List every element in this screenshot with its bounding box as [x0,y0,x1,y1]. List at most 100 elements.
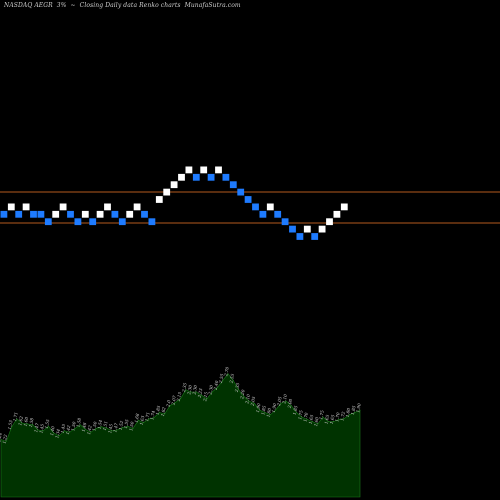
volume-data-label: 1.60 [313,416,320,426]
volume-data-label: 1.55 [44,419,51,429]
source-label: MunafaSutra.com [184,2,241,9]
volume-point [148,418,150,420]
volume-point [121,427,123,429]
volume-data-label: 1.60 [23,416,30,426]
volume-point [79,424,81,426]
volume-data-label: 1.45 [107,423,114,433]
renko-brick-down [37,210,45,218]
volume-point [137,419,139,421]
volume-data-label: 2.10 [244,393,251,404]
volume-data-label: 1.52 [118,420,125,430]
volume-data-label: 2.30 [207,384,214,395]
volume-point [143,422,144,424]
volume-point [275,409,276,411]
change-percent: 3% [56,2,67,9]
volume-point [227,373,229,375]
volume-point [211,391,213,393]
volume-point [0,439,2,440]
chart-header: NASDAQ AEGR 3% ~ Closing Daily data Renko c… [4,2,245,9]
volume-data-label: 1.63 [139,415,146,425]
renko-brick-up [340,203,348,211]
volume-data-label: 2.55 [218,373,225,384]
volume-point [169,405,171,407]
renko-brick-down [30,210,37,218]
volume-point [190,391,192,393]
volume-point [327,421,329,423]
volume-data-label: 2.05 [249,396,256,407]
volume-data-label: 1.75 [297,409,304,419]
renko-brick-up [59,203,67,211]
volume-data-label: 1.45 [60,423,67,433]
volume-point [264,412,266,413]
volume-data-label: 2.30 [186,384,193,395]
volume-data-label: 1.45 [38,423,45,433]
volume-data-label: 1.65 [329,414,336,424]
volume-point [37,429,39,431]
volume-point [238,389,240,391]
volume-point [90,431,92,433]
volume-data-label: 1.72 [339,411,346,421]
volume-data-label: 2.55 [228,373,235,384]
renko-brick-up [7,203,15,211]
renko-brick-up [96,210,104,218]
volume-area [0,373,361,498]
volume-point [127,425,129,427]
volume-data-label: 1.50 [128,421,135,431]
volume-point [111,430,113,432]
volume-data-label: 2.40 [213,380,220,391]
volume-data-label: 1.26 [0,432,3,442]
renko-brick-down [237,188,245,196]
volume-data-label: 1.58 [75,417,82,427]
volume-data-label: 1.47 [33,422,40,432]
renko-brick-down [44,218,52,226]
renko-brick-up [22,203,30,211]
volume-point [222,380,224,382]
volume-point [306,418,308,420]
volume-point [248,400,250,402]
renko-brick-down [67,210,74,218]
volume-point [74,428,76,429]
renko-brick-up [215,166,222,174]
volume-point [359,409,361,411]
volume-data-label: 2.30 [191,384,198,395]
volume-point [32,424,34,426]
volume-data-label: 1.71 [12,412,19,422]
volume-point [153,417,155,418]
volume-point [5,440,7,442]
volume-point [21,422,23,424]
renko-brick-down [296,233,304,240]
volume-data-label: 1.53 [7,419,14,429]
volume-data-label: 2.10 [281,393,288,404]
renko-brick-up [333,210,341,218]
volume-data-label: 1.90 [355,403,362,413]
volume-point [348,414,350,416]
volume-point [317,423,319,425]
volume-data-label: 2.70 [223,366,230,377]
renko-brick-up [200,166,208,174]
volume-data-label: 1.42 [65,425,72,435]
volume-data-label: 1.42 [86,425,93,435]
volume-point [58,435,60,437]
renko-brick-up [326,218,333,226]
volume-data-label: 1.62 [17,415,24,425]
volume-point [95,428,97,429]
volume-data-label: 2.05 [276,396,283,407]
volume-point [132,428,134,429]
volume-point [63,430,65,432]
renko-brick-up [170,181,178,189]
renko-brick-down [111,210,119,218]
volume-point [312,421,313,423]
volume-point [16,418,18,420]
renko-brick-down [252,203,259,211]
volume-data-label: 2.00 [286,398,293,409]
renko-brick-down [74,218,82,226]
volume-data-label: 2.35 [234,382,241,393]
volume-data-label: 1.34 [54,428,61,438]
renko-brick-down [148,218,156,226]
volume-data-label: 1.85 [292,405,299,415]
volume-point [42,430,44,432]
volume-data-label: 2.23 [197,388,204,399]
volume-data-label: 2.20 [239,389,246,400]
volume-point [158,412,160,413]
